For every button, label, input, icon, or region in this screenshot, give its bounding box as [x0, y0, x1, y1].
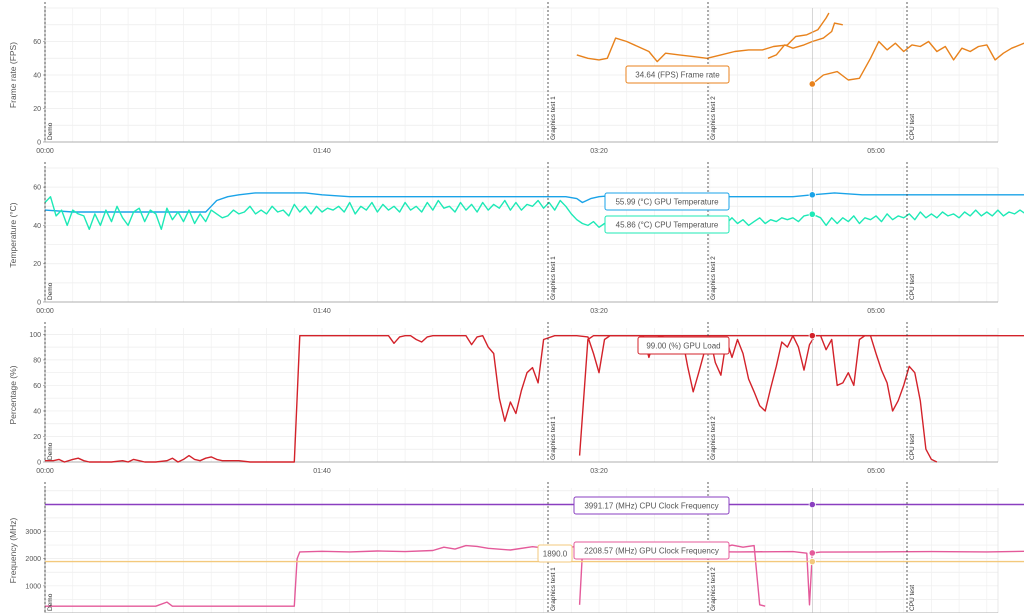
x-tick-label: 05:00	[867, 468, 885, 475]
y-tick-label: 20	[33, 434, 41, 441]
tooltip-text: 3991.17 (MHz) CPU Clock Frequency	[584, 502, 718, 511]
y-tick-label: 2000	[25, 556, 41, 563]
section-marker-label: Demo	[47, 282, 54, 300]
tooltip-point	[808, 80, 816, 88]
x-tick-label: 01:40	[313, 308, 331, 315]
x-tick-label: 01:40	[313, 148, 331, 155]
section-marker-label: Graphics test 1	[550, 567, 557, 611]
y-tick-label: 0	[37, 300, 41, 307]
section-marker-label: Demo	[47, 593, 54, 611]
y-axis-label: Frame rate (FPS)	[8, 42, 18, 108]
x-tick-label: 03:20	[590, 148, 608, 155]
chart-panel-1: 0 20 40 60 Frame rate (FPS) 00:00 01:40 03:20 05…	[8, 2, 1024, 155]
y-tick-label: 0	[37, 460, 41, 467]
y-tick-label: 20	[33, 261, 41, 268]
x-tick-label: 00:00	[36, 148, 54, 155]
section-marker-label: CPU test	[909, 114, 916, 140]
tooltip-text: 2208.57 (MHz) GPU Clock Frequency	[584, 547, 719, 556]
y-tick-label: 20	[33, 106, 41, 113]
y-tick-label: 3000	[25, 529, 41, 536]
section-marker-label: Demo	[47, 122, 54, 140]
section-marker-label: Graphics test 2	[710, 567, 717, 611]
section-marker-label: Graphics test 2	[710, 416, 717, 460]
x-tick-label: 01:40	[313, 468, 331, 475]
section-marker-label: CPU test	[909, 274, 916, 300]
x-tick-label: 03:20	[590, 468, 608, 475]
chart-panel-3: 0 20 40 60 80 100 Percentage (%) 00:00 01:40 03:2…	[8, 322, 1024, 475]
tooltip-box	[637, 336, 730, 355]
chart-panel-2: 0 20 40 60 Temperature (°C) 00:00 01:40 03:20 05…	[8, 162, 1024, 315]
tooltip-text: 99.00 (%) GPU Load	[646, 342, 720, 351]
x-tick-label: 00:00	[36, 308, 54, 315]
series-line-gpu-load	[45, 335, 938, 463]
tooltip-box	[604, 192, 730, 211]
tooltip-point	[808, 500, 816, 509]
tooltip-point	[808, 191, 816, 199]
tooltip-text: 1890.0	[543, 550, 568, 559]
tooltip-box	[573, 541, 730, 560]
series-line-frame-rate	[576, 12, 830, 63]
y-tick-label: 80	[33, 357, 41, 364]
section-marker-label: Graphics test 1	[550, 96, 557, 140]
x-tick-label: 03:20	[590, 308, 608, 315]
y-tick-label: 40	[33, 408, 41, 415]
section-marker-label: Graphics test 1	[550, 416, 557, 460]
section-marker-label: CPU test	[909, 585, 916, 611]
series-line-cpu-temperature	[44, 195, 1024, 231]
y-tick-label: 1000	[25, 583, 41, 590]
tooltip-box	[573, 496, 730, 515]
section-marker-label: Demo	[47, 442, 54, 460]
tooltip-box	[537, 544, 573, 563]
series-line-frame-rate	[811, 40, 1024, 85]
x-tick-label: 05:00	[867, 308, 885, 315]
tooltip-text: 34.64 (FPS) Frame rate	[635, 71, 720, 80]
y-tick-label: 60	[33, 39, 41, 46]
tooltip-box	[604, 215, 730, 234]
x-tick-label: 00:00	[36, 468, 54, 475]
y-axis-label: Frequency (MHz)	[8, 518, 18, 584]
series-line-frame-rate	[767, 22, 843, 59]
tooltip-point	[808, 210, 816, 218]
y-tick-label: 0	[37, 140, 41, 147]
series-line-gpu-temperature	[44, 192, 1024, 213]
section-marker-label: CPU test	[909, 434, 916, 460]
tooltip-text: 45.86 (°C) CPU Temperature	[616, 221, 719, 230]
tooltip-point	[808, 558, 816, 566]
series-line-gpu-clock-frequency	[578, 550, 1024, 606]
y-tick-label: 100	[29, 332, 41, 339]
tooltip-point	[808, 332, 816, 340]
section-marker-label: Graphics test 1	[550, 256, 557, 300]
section-marker-label: Graphics test 2	[710, 256, 717, 300]
y-tick-label: 60	[33, 383, 41, 390]
section-marker-label: Graphics test 2	[710, 96, 717, 140]
tooltip-text: 55.99 (°C) GPU Temperature	[615, 198, 719, 207]
y-tick-label: 40	[33, 223, 41, 230]
y-tick-label: 60	[33, 185, 41, 192]
series-line-gpu-load	[578, 335, 1024, 456]
tooltip-point	[808, 549, 816, 557]
chart-panel-4: 1000 2000 3000 Frequency (MHz) Demo Graphics …	[8, 482, 1024, 613]
y-tick-label: 40	[33, 73, 41, 80]
y-axis-label: Temperature (°C)	[8, 202, 18, 267]
x-tick-label: 05:00	[867, 148, 885, 155]
tooltip-box	[625, 65, 730, 84]
y-axis-label: Percentage (%)	[8, 365, 18, 424]
